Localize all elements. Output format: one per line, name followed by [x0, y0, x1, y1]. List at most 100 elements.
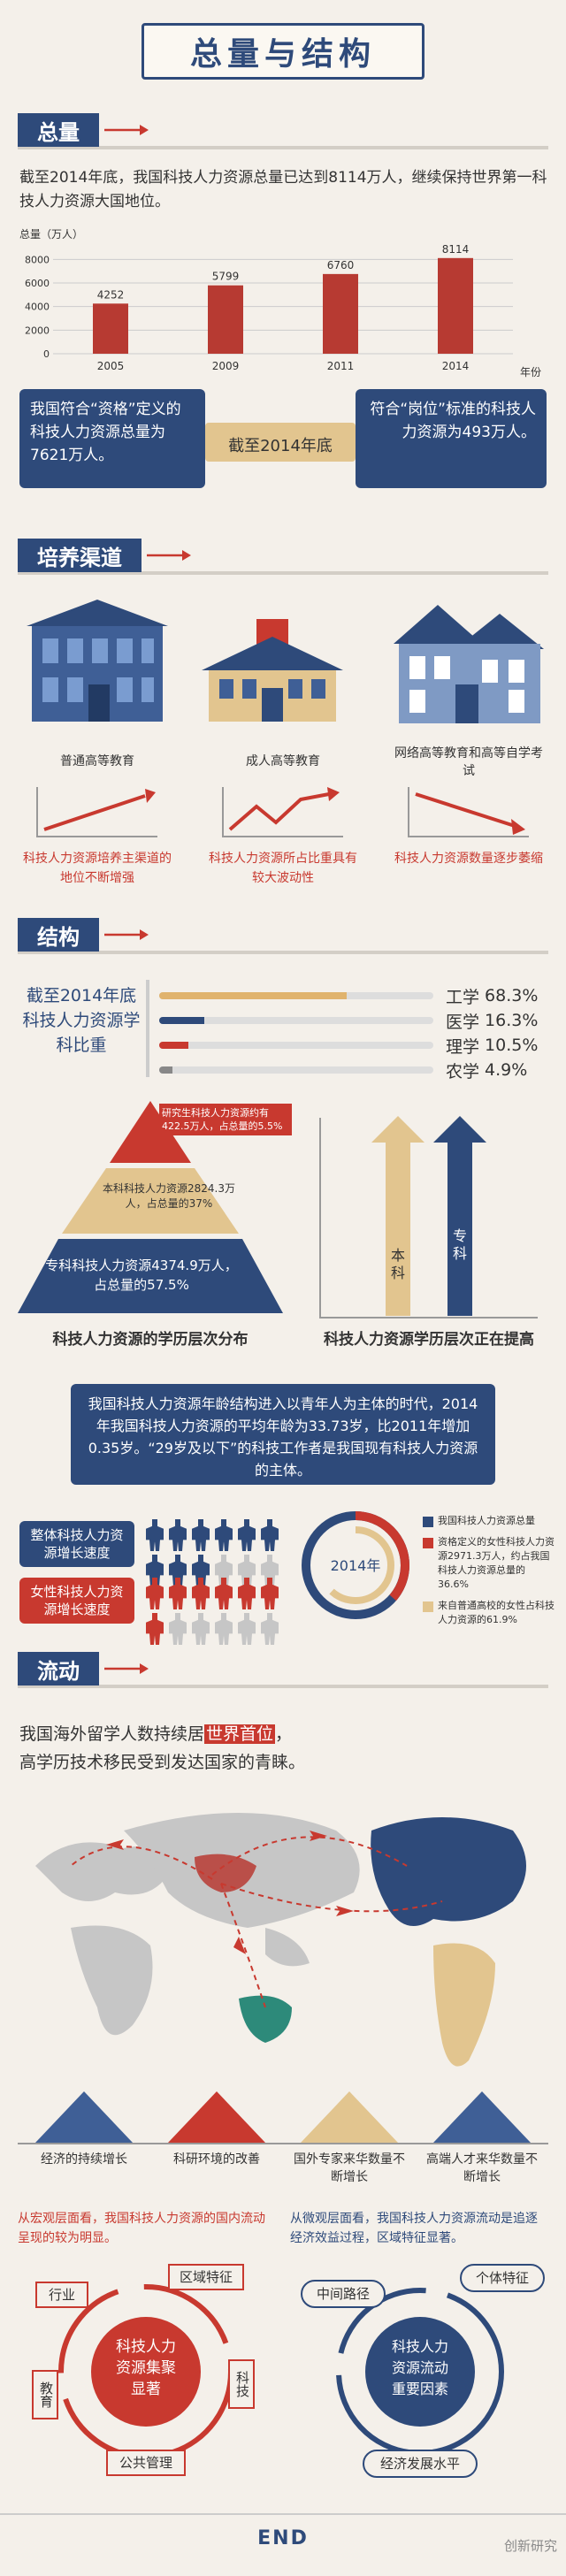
factor-label-3: 高端人才来华数量不断增长	[426, 2152, 538, 2184]
intro-text: 截至2014年底，我国科技人力资源总量已达到8114万人，继续保持世界第一科技人…	[19, 169, 547, 210]
building-icon-university	[27, 600, 168, 722]
micro-node: 经济发展水平	[363, 2450, 478, 2478]
person-icon	[261, 1613, 279, 1645]
channel-label-1: 成人高等教育	[246, 754, 320, 768]
chart-y-tick-label: 0	[43, 348, 50, 360]
subject-value: 16.3%	[485, 1011, 539, 1030]
chart-bar	[93, 303, 128, 354]
subject-row: 农学 4.9%	[159, 1058, 548, 1082]
section-tag-total: 总量	[18, 113, 99, 147]
channel-desc-2: 科技人力资源数量逐步萎缩	[394, 852, 543, 866]
person-icon	[169, 1519, 187, 1551]
section-tag-flow: 流动	[18, 1652, 99, 1685]
micro-node: 个体特征	[460, 2264, 545, 2292]
legend-swatch	[423, 1601, 433, 1612]
pen-icon	[104, 1663, 149, 1674]
micro-node: 中间路径	[301, 2280, 386, 2308]
channel-label-2: 网络高等教育和高等自学考试	[394, 746, 543, 778]
person-icon	[261, 1555, 279, 1586]
section-tag-structure: 结构	[18, 918, 99, 952]
person-icon	[169, 1613, 187, 1645]
subject-value: 10.5%	[485, 1036, 539, 1055]
chart-data-label: 6760	[327, 259, 355, 271]
legend-item: 来自普通高校的女性占科技人力资源的61.9%	[423, 1599, 555, 1627]
person-icon	[215, 1519, 233, 1551]
pyramid-caption: 科技人力资源的学历层次分布	[52, 1331, 249, 1349]
subject-row: 工学 68.3%	[159, 983, 548, 1008]
chart-x-tick-label: 2011	[327, 360, 355, 372]
person-icon	[215, 1613, 233, 1645]
person-icon	[169, 1555, 187, 1586]
factor-label-0: 经济的持续增长	[41, 2152, 127, 2167]
chart-bars: 4252 2005 5799 2009 6760 2011 8114 2014	[93, 243, 473, 372]
macro-center: 科技人力资源集聚显著	[116, 2338, 176, 2398]
chart-x-axis-label: 年份	[520, 366, 541, 378]
person-icon	[146, 1578, 164, 1609]
trend-fluctuate-icon	[222, 787, 343, 837]
person-icon	[146, 1519, 164, 1551]
summary-right-box: 符合“岗位”标准的科技人力资源为493万人。	[356, 389, 547, 488]
legend-text: 我国科技人力资源总量	[438, 1515, 535, 1526]
chart-y-tick-label: 2000	[25, 325, 50, 336]
person-icon	[169, 1578, 187, 1609]
subject-bar-fill	[159, 992, 347, 999]
arrow-left-label: 本科	[390, 1247, 405, 1281]
end-mark: END	[257, 2527, 309, 2549]
chart-y-tick-label: 6000	[25, 278, 50, 289]
chart-y-axis-label: 总量（万人）	[19, 228, 83, 241]
factor-label-1: 科研环境的改善	[173, 2152, 260, 2167]
person-icon	[261, 1519, 279, 1551]
chart-bar	[208, 285, 243, 354]
page-title-banner: 总量与结构	[142, 23, 424, 80]
person-icon	[238, 1519, 256, 1551]
legend-item: 资格定义的女性科技人力资源2971.3万人，约占我国科技人力资源总量的36.6%	[423, 1535, 555, 1592]
summary-center-box: 截至2014年底	[205, 423, 356, 462]
person-icon	[192, 1578, 210, 1609]
subject-name: 农学	[446, 1061, 480, 1082]
person-icon	[192, 1555, 210, 1586]
subject-name: 工学	[446, 987, 480, 1007]
flow-text-highlight: 世界首位	[204, 1724, 276, 1744]
factor-label-2: 国外专家来华数量不断增长	[294, 2152, 405, 2184]
pen-icon	[104, 125, 149, 135]
flow-text: 我国海外留学人数持续居 世界首位， 高学历技术移民受到发达国家的青睐。	[19, 1720, 550, 1777]
people-icons-female	[146, 1578, 287, 1645]
legend-text: 来自普通高校的女性占科技人力资源的61.9%	[438, 1600, 555, 1625]
pen-icon	[104, 929, 149, 940]
donut-year-label: 2014年	[331, 1557, 381, 1574]
subject-bar-fill	[159, 1017, 204, 1024]
total-bar-chart: 总量（万人） 0 2000 4000 6000 8000 4252 2005 5799 200…	[19, 228, 541, 378]
section-divider	[18, 1685, 548, 1688]
watermark: 创新研究	[503, 2538, 557, 2554]
world-map	[35, 1813, 526, 2067]
section-divider	[18, 951, 548, 954]
macro-node: 教育	[32, 2370, 58, 2419]
arrow-right-label: 专科	[452, 1227, 467, 1262]
chart-bar	[323, 273, 358, 354]
chart-x-tick-label: 2009	[212, 360, 240, 372]
chart-x-tick-label: 2014	[442, 360, 470, 372]
channel-desc-1: 科技人力资源所占比重具有较大波动性	[209, 852, 357, 885]
section-tag-channels: 培养渠道	[18, 539, 142, 572]
divider-line	[146, 980, 149, 1077]
person-icon	[192, 1613, 210, 1645]
micro-diagram	[336, 2288, 504, 2456]
page-title: 总量与结构	[189, 36, 376, 73]
legend-swatch	[423, 1517, 433, 1527]
micro-center: 科技人力资源流动重要因素	[391, 2338, 448, 2397]
arrows-caption: 科技人力资源学历层次正在提高	[324, 1331, 534, 1349]
education-arrows-chart	[319, 1116, 538, 1319]
channel-label-0: 普通高等教育	[60, 754, 134, 768]
flow-text-part: 高学历技术移民受到发达国家的青睐。	[19, 1753, 306, 1772]
macro-node: 科技	[228, 2359, 255, 2409]
subject-name: 医学	[446, 1012, 480, 1032]
section-divider	[18, 146, 548, 149]
chart-bar	[438, 257, 473, 354]
trend-down-icon	[408, 787, 529, 837]
pyramid-mid-label: 本科科技人力资源2824.3万人，占总量的37%	[103, 1182, 235, 1210]
donut-legend: 我国科技人力资源总量 资格定义的女性科技人力资源2971.3万人，约占我国科技人…	[423, 1514, 555, 1627]
subject-bar-fill	[159, 1066, 173, 1074]
summary-left-box: 我国符合“资格”定义的科技人力资源总量为7621万人。	[19, 389, 205, 488]
legend-swatch	[423, 1538, 433, 1548]
factor-triangles	[18, 2091, 548, 2144]
